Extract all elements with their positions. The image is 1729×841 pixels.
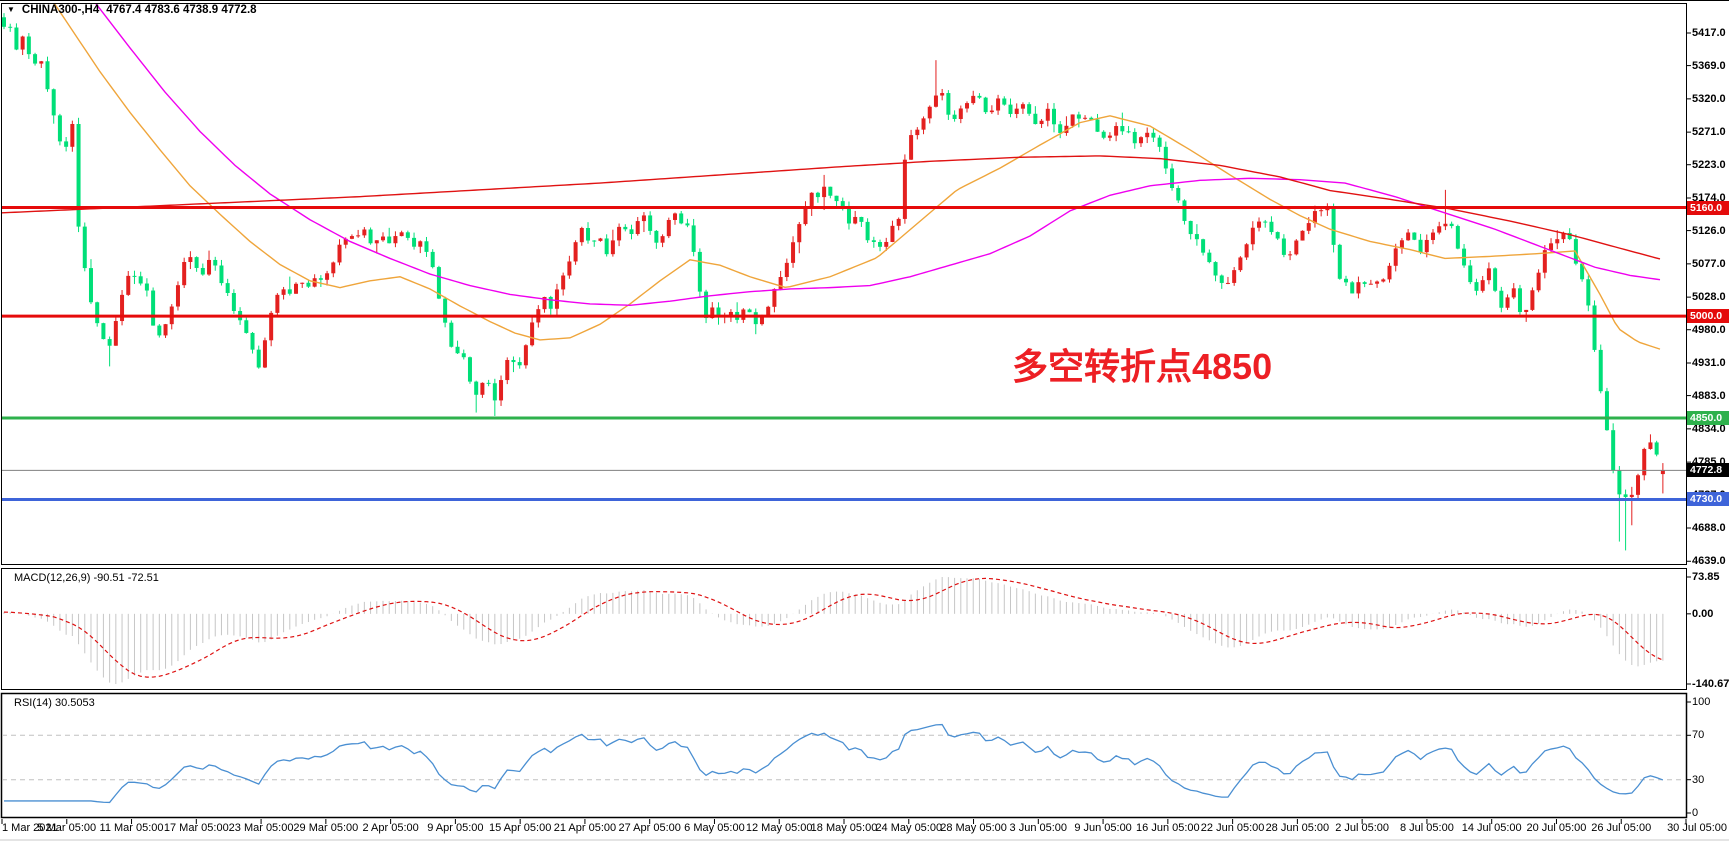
rsi-axis-label: 70 (1692, 729, 1705, 742)
macd-axis-label: 0.00 (1692, 607, 1714, 620)
price-axis-label: 5320.0 (1692, 92, 1726, 105)
price-level-badge: 4772.8 (1687, 463, 1729, 478)
price-level-badge: 5160.0 (1687, 200, 1729, 215)
date-axis-label: 30 Jul 05:00 (1667, 822, 1727, 834)
ma-medium-line (95, 4, 1661, 306)
rsi-axis-label: 30 (1692, 773, 1705, 786)
date-axis-label: 3 Jun 05:00 (1009, 822, 1068, 834)
price-axis-label: 4639.0 (1692, 555, 1726, 568)
main-price-panel[interactable] (0, 0, 1686, 551)
macd-signal-line (3, 577, 1664, 678)
date-axis-label: 24 May 05:00 (875, 822, 943, 834)
rsi-axis-label: 0 (1692, 807, 1699, 819)
price-axis-label: 4980.0 (1692, 323, 1726, 336)
macd-indicator-label: MACD(12,26,9) -90.51 -72.51 (14, 572, 159, 584)
price-level-badge: 4730.0 (1687, 492, 1729, 507)
date-axis-label: 17 Mar 05:00 (163, 822, 229, 834)
symbol-dropdown-icon[interactable]: ▼ (7, 5, 15, 14)
macd-panel (3, 577, 1664, 684)
price-axis-label: 5028.0 (1692, 291, 1726, 304)
candlesticks-layer (2, 13, 1665, 551)
date-axis-label: 2 Jul 05:00 (1335, 822, 1390, 834)
date-axis-label: 2 Apr 05:00 (362, 822, 419, 834)
price-axis-label: 4931.0 (1692, 356, 1726, 369)
date-axis-label: 23 Mar 05:00 (228, 822, 294, 834)
price-axis-label: 5077.0 (1692, 257, 1726, 270)
ohlc-values: 4767.4 4783.6 4738.9 4772.8 (106, 4, 257, 16)
price-axis-label: 4883.0 (1692, 389, 1726, 402)
date-axis-label: 9 Apr 05:00 (427, 822, 484, 834)
date-axis-label: 16 Jun 05:00 (1136, 822, 1200, 834)
symbol-title: CHINA300-,H4 (21, 4, 100, 16)
price-axis-label: 5369.0 (1692, 59, 1726, 72)
date-axis-label: 26 Jul 05:00 (1591, 822, 1652, 834)
date-axis-label: 27 Apr 05:00 (618, 822, 681, 834)
date-axis-label: 14 Jul 05:00 (1461, 822, 1522, 834)
macd-axis-label: -140.67 (1692, 678, 1729, 690)
price-axis-label: 5223.0 (1692, 158, 1726, 171)
price-axis-label: 4688.0 (1692, 521, 1726, 534)
price-axis-label: 5271.0 (1692, 126, 1726, 139)
date-axis-label: 28 May 05:00 (940, 822, 1007, 834)
date-axis-label: 8 Jul 05:00 (1400, 822, 1454, 834)
date-axis-label: 22 Jun 05:00 (1200, 822, 1265, 834)
date-axis-label: 12 May 05:00 (745, 822, 813, 834)
date-axis-label: 21 Apr 05:00 (553, 822, 617, 834)
date-axis-label: 9 Jun 05:00 (1074, 822, 1132, 834)
rsi-line (4, 723, 1664, 804)
price-axis-label: 4834.0 (1692, 422, 1726, 435)
date-axis-label: 18 May 05:00 (810, 822, 878, 834)
price-axis-label: 5126.0 (1692, 224, 1726, 237)
macd-axis-label: 73.85 (1692, 571, 1720, 583)
rsi-axis-label: 100 (1692, 696, 1711, 708)
chart-annotation: 多空转折点4850 (1012, 346, 1273, 387)
date-axis-label: 5 Mar 05:00 (37, 822, 97, 834)
date-axis-label: 15 Apr 05:00 (488, 822, 552, 834)
date-axis-label: 20 Jul 05:00 (1526, 822, 1587, 834)
rsi-indicator-label: RSI(14) 30.5053 (14, 697, 95, 709)
date-axis-label: 11 Mar 05:00 (99, 822, 164, 834)
ma-slow-line (2, 155, 1661, 260)
chart-header: ▼ CHINA300-,H4 4767.4 4783.6 4738.9 4772… (7, 4, 257, 16)
rsi-panel (2, 723, 1686, 804)
date-axis-label: 6 May 05:00 (684, 822, 745, 834)
ma-fast-line (53, 4, 1661, 350)
date-axis-label: 1 Mar 2021 (2, 822, 58, 834)
price-level-badge: 4850.0 (1687, 410, 1729, 425)
price-axis-label: 5417.0 (1692, 27, 1726, 39)
date-axis-label: 28 Jun 05:00 (1265, 822, 1330, 834)
date-axis-label: 29 Mar 05:00 (293, 822, 359, 834)
price-level-badge: 5000.0 (1687, 309, 1729, 324)
